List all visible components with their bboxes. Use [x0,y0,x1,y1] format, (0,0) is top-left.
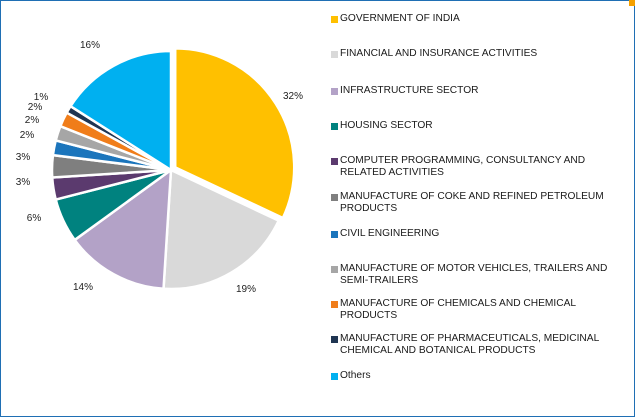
slice-percent-label: 2% [28,102,43,113]
pie-chart: 32%19%14%6%3%3%2%2%2%1%16% [16,40,303,295]
legend-label: HOUSING SECTOR [340,120,433,131]
legend-label: CIVIL ENGINEERING [340,228,440,239]
pie-slice [162,168,280,291]
legend-swatch [331,301,338,308]
slice-percent-label: 2% [20,130,35,141]
slice-percent-label: 32% [283,91,303,102]
legend-swatch [331,88,338,95]
legend-label: MANUFACTURE OF CHEMICALS AND CHEMICAL PR… [340,298,576,321]
pie-slice [173,47,296,220]
legend-label: MANUFACTURE OF PHARMACEUTICALS, MEDICINA… [340,333,599,356]
legend-label: Others [340,370,371,381]
pie-slice [73,168,173,291]
slice-percent-label: 19% [236,284,256,295]
legend-label: FINANCIAL AND INSURANCE ACTIVITIES [340,48,538,59]
slice-percent-label: 14% [73,282,93,293]
legend-label: MANUFACTURE OF MOTOR VEHICLES, TRAILERS … [340,263,608,286]
legend-swatch [331,16,338,23]
slice-percent-label: 1% [34,92,49,103]
legend-label: COMPUTER PROGRAMMING, CONSULTANCY AND RE… [340,155,586,178]
slice-percent-label: 3% [16,152,31,163]
slice-percent-label: 6% [27,213,42,224]
legend-swatch [331,158,338,165]
legend-label: MANUFACTURE OF COKE AND REFINED PETROLEU… [340,191,604,214]
slice-percent-label: 16% [80,40,100,51]
pie-slice [69,49,173,172]
legend-swatch [331,231,338,238]
slice-percent-label: 2% [25,115,40,126]
legend-swatch [331,336,338,343]
legend-swatch [331,123,338,130]
legend-swatch [331,51,338,58]
legend-swatch [331,373,338,380]
corner-accent [629,0,635,6]
legend-swatch [331,194,338,201]
slice-percent-label: 3% [16,177,31,188]
legend-label: INFRASTRUCTURE SECTOR [340,85,479,96]
legend-swatch [331,266,338,273]
legend-label: GOVERNMENT OF INDIA [340,13,460,24]
